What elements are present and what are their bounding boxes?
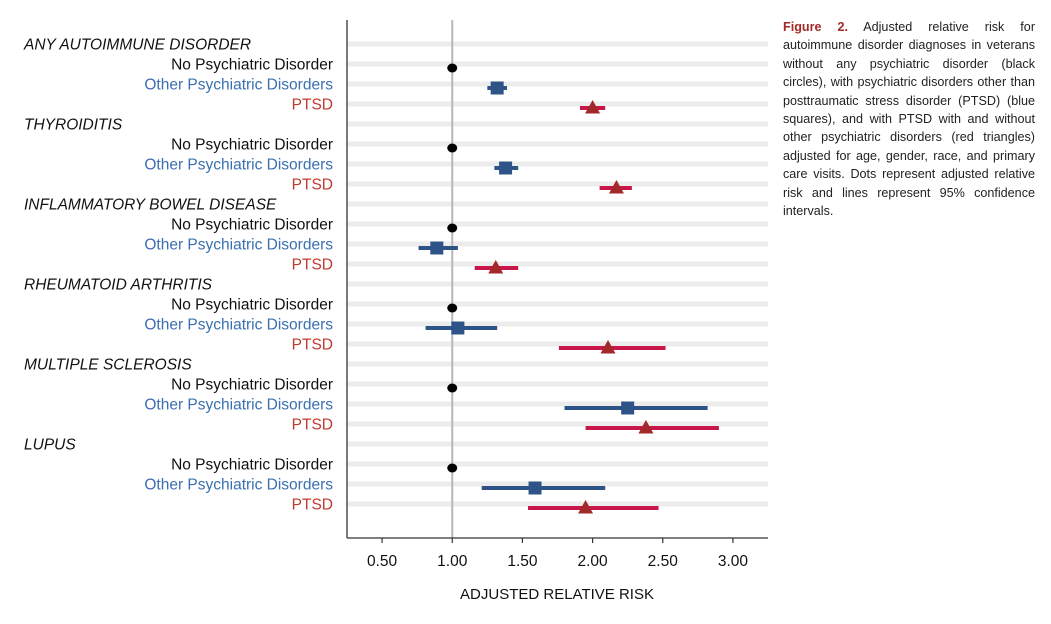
row-label: Other Psychiatric Disorders xyxy=(144,77,333,94)
estimate-circle xyxy=(447,63,458,73)
estimate-square xyxy=(451,321,465,335)
estimate-square xyxy=(490,81,504,95)
row-label: No Psychiatric Disorder xyxy=(171,137,333,154)
row-band xyxy=(347,121,768,127)
estimate-square xyxy=(528,481,542,495)
row-label: No Psychiatric Disorder xyxy=(171,377,333,394)
x-tick-label: 1.50 xyxy=(507,553,538,570)
row-band xyxy=(347,401,768,407)
row-band xyxy=(347,141,768,147)
row-band xyxy=(347,161,768,167)
row-label: PTSD xyxy=(292,97,333,114)
group-header: ANY AUTOIMMUNE DISORDER xyxy=(23,37,251,54)
row-label: Other Psychiatric Disorders xyxy=(144,157,333,174)
row-band xyxy=(347,381,768,387)
estimate-triangle xyxy=(600,339,616,354)
estimate-circle xyxy=(447,223,458,233)
row-band xyxy=(347,41,768,47)
x-tick-label: 1.00 xyxy=(437,553,468,570)
row-label: PTSD xyxy=(292,337,333,354)
row-label: PTSD xyxy=(292,177,333,194)
figure-caption-text: Adjusted relative risk for autoimmune di… xyxy=(783,20,1036,219)
row-band xyxy=(347,181,768,187)
forest-plot: 0.50 1.00 1.50 2.00 2.50 3.00 ADJUSTED RELATI… xyxy=(23,20,768,603)
row-label: No Psychiatric Disorder xyxy=(171,297,333,314)
row-band xyxy=(347,201,768,207)
row-bands xyxy=(347,41,768,507)
estimate-circle xyxy=(447,383,458,393)
axes: 0.50 1.00 1.50 2.00 2.50 3.00 xyxy=(346,20,768,570)
row-band xyxy=(347,501,768,507)
row-label: Other Psychiatric Disorders xyxy=(144,397,333,414)
data-marks xyxy=(418,63,719,514)
x-tick-label: 0.50 xyxy=(367,553,398,570)
row-band xyxy=(347,101,768,107)
group-header: RHEUMATOID ARTHRITIS xyxy=(24,277,213,294)
estimate-square xyxy=(430,241,444,255)
row-band xyxy=(347,281,768,287)
estimate-triangle xyxy=(578,499,594,514)
figure-caption: Figure 2. Adjusted relative risk for aut… xyxy=(783,18,1035,220)
estimate-triangle xyxy=(608,179,624,194)
x-tick-label: 3.00 xyxy=(718,553,749,570)
row-label: No Psychiatric Disorder xyxy=(171,217,333,234)
estimate-triangle xyxy=(638,419,654,434)
row-label: Other Psychiatric Disorders xyxy=(144,237,333,254)
group-header: THYROIDITIS xyxy=(24,117,123,134)
row-label: PTSD xyxy=(292,417,333,434)
row-band xyxy=(347,81,768,87)
row-band xyxy=(347,261,768,267)
estimate-triangle xyxy=(488,259,504,274)
row-band xyxy=(347,241,768,247)
x-tick-label: 2.50 xyxy=(648,553,679,570)
estimate-triangle xyxy=(585,99,601,114)
row-label: PTSD xyxy=(292,257,333,274)
group-header: LUPUS xyxy=(24,437,76,454)
row-label: PTSD xyxy=(292,497,333,514)
row-band xyxy=(347,221,768,227)
row-band xyxy=(347,461,768,467)
estimate-circle xyxy=(447,463,458,473)
estimate-circle xyxy=(447,143,458,153)
x-axis-label: ADJUSTED RELATIVE RISK xyxy=(460,586,654,603)
row-labels: ANY AUTOIMMUNE DISORDER No Psychiatric Di… xyxy=(23,37,333,514)
estimate-square xyxy=(499,161,513,175)
row-label: No Psychiatric Disorder xyxy=(171,57,333,74)
row-band xyxy=(347,441,768,447)
row-band xyxy=(347,361,768,367)
row-label: No Psychiatric Disorder xyxy=(171,457,333,474)
group-header: MULTIPLE SCLEROSIS xyxy=(24,357,192,374)
row-band xyxy=(347,341,768,347)
x-tick-label: 2.00 xyxy=(577,553,608,570)
row-band xyxy=(347,301,768,307)
figure-label: Figure 2. xyxy=(783,20,848,34)
row-label: Other Psychiatric Disorders xyxy=(144,317,333,334)
row-band xyxy=(347,321,768,327)
row-band xyxy=(347,421,768,427)
group-header: INFLAMMATORY BOWEL DISEASE xyxy=(24,197,277,214)
row-band xyxy=(347,481,768,487)
estimate-square xyxy=(621,401,635,415)
row-label: Other Psychiatric Disorders xyxy=(144,477,333,494)
row-band xyxy=(347,61,768,67)
estimate-circle xyxy=(447,303,458,313)
